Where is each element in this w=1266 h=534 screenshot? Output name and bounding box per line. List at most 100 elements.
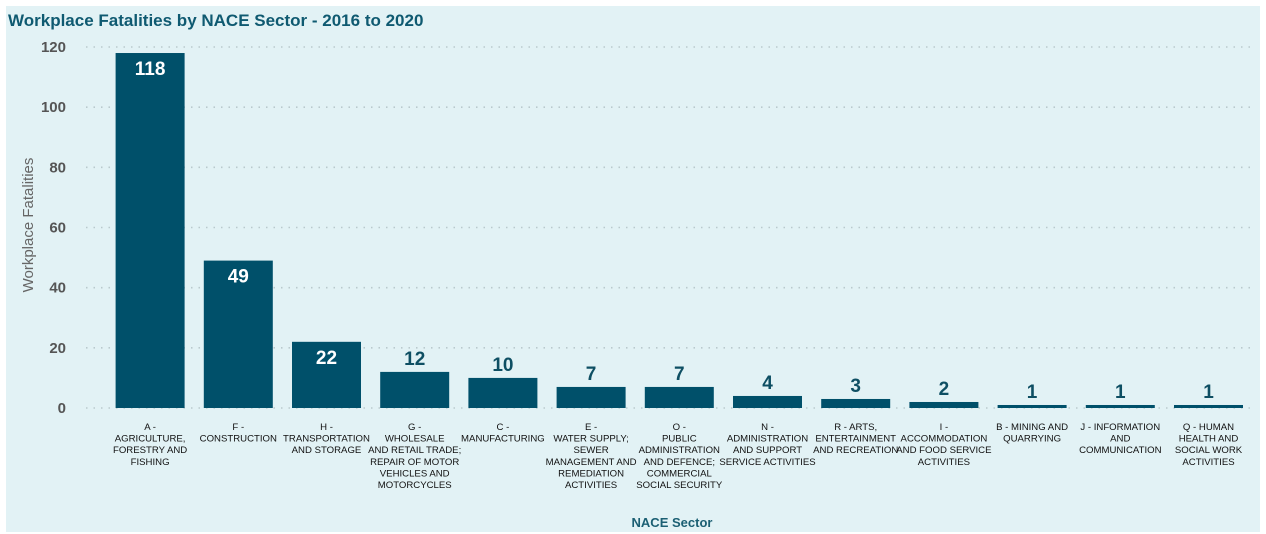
category-label: R - ARTS, ENTERTAINMENT AND RECREATION [813,422,898,456]
category-label-line: REMEDIATION [558,468,624,479]
category-label-line: G - [408,422,421,433]
value-label: 1 [1115,382,1126,403]
value-label: 12 [404,349,425,370]
category-label-line: QUARRYING [1003,434,1061,445]
y-tick-label: 60 [49,220,66,237]
category-label: Q - HUMAN HEALTH AND SOCIAL WORK ACTIVITIES [1175,422,1243,468]
category-label: A -AGRICULTURE, FORESTRY AND FISHING [113,422,187,468]
category-label-line: AND RETAIL TRADE; [368,445,461,456]
category-label-line: REPAIR OF MOTOR [370,457,459,468]
chart-frame: Workplace Fatalities by NACE Sector - 20… [6,6,1260,532]
category-label-line: PUBLIC [662,434,697,445]
value-label: 7 [586,364,597,385]
category-label-line: AND [1110,434,1130,445]
category-label-line: WHOLESALE [385,434,445,445]
category-label-line: SERVICE ACTIVITIES [719,457,815,468]
value-label: 2 [939,379,950,400]
category-label-line: N - [761,422,774,433]
category-label-line: AND SUPPORT [733,445,802,456]
category-label-line: R - ARTS, [834,422,877,433]
value-label: 49 [228,267,249,288]
category-label-line: H - [320,422,333,433]
bar [203,260,273,408]
y-axis-ticks: 0 20 40 60 80 100 120 [41,39,66,417]
category-label-line: COMMERCIAL [647,468,713,479]
category-label-line: ACCOMMODATION [901,434,988,445]
bar [556,386,626,408]
y-tick-label: 20 [49,340,66,357]
category-label-line: ACTIVITIES [1182,457,1234,468]
y-axis-title: Workplace Fatalities [20,158,37,293]
bar [644,386,714,408]
value-label: 7 [674,364,685,385]
category-label-line: COMMUNICATION [1079,445,1161,456]
y-tick-label: 40 [49,280,66,297]
category-label-line: MANAGEMENT AND [546,457,637,468]
category-label: E -WATER SUPPLY; SEWER MANAGEMENT AND REMED… [546,422,637,491]
category-label-line: AND FOOD SERVICE [896,445,991,456]
category-label-line: E - [585,422,597,433]
x-axis-title: NACE Sector [632,515,713,530]
category-label-line: CONSTRUCTION [200,434,277,445]
value-label: 22 [316,348,337,369]
value-label: 4 [762,373,773,394]
category-label-line: ADMINISTRATION [639,445,720,456]
category-label-line: ACTIVITIES [565,480,617,491]
y-tick-label: 120 [41,39,66,56]
category-label-line: ACTIVITIES [918,457,970,468]
category-label-line: C - [497,422,510,433]
category-label-line: SOCIAL WORK [1175,445,1243,456]
bar [821,398,891,408]
category-label-line: ENTERTAINMENT [815,434,896,445]
bar [468,377,538,408]
category-label: F -CONSTRUCTION [200,422,277,445]
bar [997,404,1067,408]
y-tick-label: 0 [58,400,66,417]
category-label-line: F - [232,422,244,433]
category-label-line: ADMINISTRATION [727,434,808,445]
category-label-line: WATER SUPPLY; [553,434,628,445]
bar [380,371,450,408]
category-label-line: AND DEFENCE; [644,457,715,468]
y-tick-label: 100 [41,99,66,116]
category-label: J - INFORMATION AND COMMUNICATION [1079,422,1161,456]
category-label: B - MINING AND QUARRYING [996,422,1068,445]
category-label-line: MOTORCYCLES [378,480,452,491]
bar [1085,404,1155,408]
category-label-line: B - MINING AND [996,422,1068,433]
category-label-line: HEALTH AND [1179,434,1239,445]
category-label-line: VEHICLES AND [380,468,450,479]
bar [733,395,802,408]
category-label-line: Q - HUMAN [1183,422,1234,433]
category-label-line: FORESTRY AND [113,445,187,456]
category-label: G -WHOLESALE AND RETAIL TRADE; REPAIR OF M… [368,422,461,491]
category-label: I -ACCOMMODATION AND FOOD SERVICE ACTIVITI… [896,422,991,468]
category-label-line: J - INFORMATION [1080,422,1160,433]
chart-title: Workplace Fatalities by NACE Sector - 20… [8,11,424,30]
value-label: 10 [492,355,513,376]
category-label-line: AGRICULTURE, [115,434,186,445]
bar [1174,404,1243,408]
y-tick-label: 80 [49,159,66,176]
category-label-line: AND RECREATION [813,445,898,456]
category-label-line: O - [673,422,686,433]
category-label: C -MANUFACTURING [461,422,545,445]
category-label-line: FISHING [131,457,170,468]
value-label: 3 [850,376,861,397]
value-labels: 118 49 22 12 10 7 7 4 3 2 1 1 1 [135,59,1214,403]
category-label: O -PUBLIC ADMINISTRATION AND DEFENCE; COMME… [636,422,723,491]
category-label-line: A - [144,422,156,433]
x-axis-category-labels: A -AGRICULTURE, FORESTRY AND FISHING F -CON… [113,422,1243,491]
value-label: 1 [1203,382,1214,403]
category-label-line: TRANSPORTATION [283,434,370,445]
value-label: 1 [1027,382,1038,403]
value-label: 118 [135,59,166,80]
bar [115,53,185,409]
category-label-line: SEWER [574,445,609,456]
bar [292,341,361,408]
category-label: N -ADMINISTRATION AND SUPPORT SERVICE ACTI… [719,422,815,468]
category-label-line: AND STORAGE [292,445,362,456]
category-label-line: SOCIAL SECURITY [636,480,723,491]
category-label-line: I - [940,422,949,433]
